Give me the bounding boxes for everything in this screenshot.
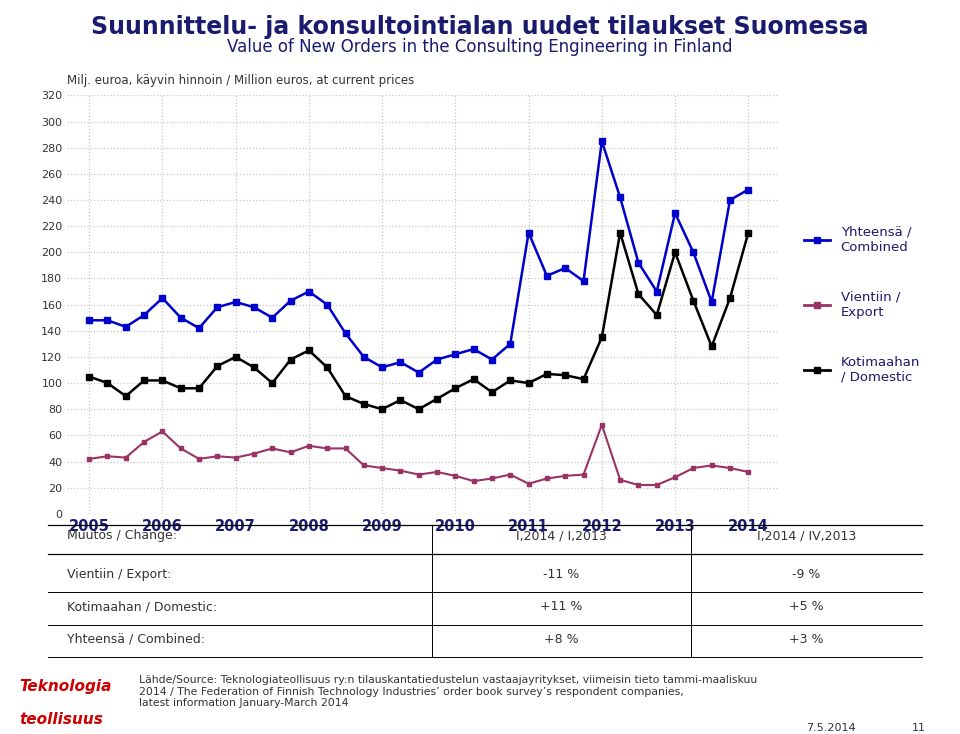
Text: 11: 11 xyxy=(912,723,926,733)
Text: -11 %: -11 % xyxy=(543,568,580,581)
Text: Yhteensä / Combined:: Yhteensä / Combined: xyxy=(67,633,205,646)
Text: Vientiin / Export:: Vientiin / Export: xyxy=(67,568,172,581)
Text: -9 %: -9 % xyxy=(792,568,821,581)
Text: +5 %: +5 % xyxy=(789,600,824,614)
Text: Value of New Orders in the Consulting Engineering in Finland: Value of New Orders in the Consulting En… xyxy=(228,38,732,57)
Text: Suunnittelu- ja konsultointialan uudet tilaukset Suomessa: Suunnittelu- ja konsultointialan uudet t… xyxy=(91,15,869,39)
Text: teollisuus: teollisuus xyxy=(19,712,103,727)
Text: Milj. euroa, käyvin hinnoin / Million euros, at current prices: Milj. euroa, käyvin hinnoin / Million eu… xyxy=(67,73,415,87)
Legend: Yhteensä /
Combined, Vientiin /
Export, Kotimaahan
/ Domestic: Yhteensä / Combined, Vientiin / Export, … xyxy=(799,220,925,389)
Text: I,2014 / I,2013: I,2014 / I,2013 xyxy=(516,529,607,542)
Text: Kotimaahan / Domestic:: Kotimaahan / Domestic: xyxy=(67,600,217,614)
Text: +8 %: +8 % xyxy=(544,633,579,646)
Text: 7.5.2014: 7.5.2014 xyxy=(806,723,856,733)
Text: Teknologia: Teknologia xyxy=(19,679,111,694)
Text: +11 %: +11 % xyxy=(540,600,583,614)
Text: +3 %: +3 % xyxy=(789,633,824,646)
Text: I,2014 / IV,2013: I,2014 / IV,2013 xyxy=(756,529,856,542)
Text: Lähde/Source: Teknologiateollisuus ry:n tilauskantatiedustelun vastaajayritykset: Lähde/Source: Teknologiateollisuus ry:n … xyxy=(139,675,757,708)
Text: Muutos / Change:: Muutos / Change: xyxy=(67,529,178,542)
